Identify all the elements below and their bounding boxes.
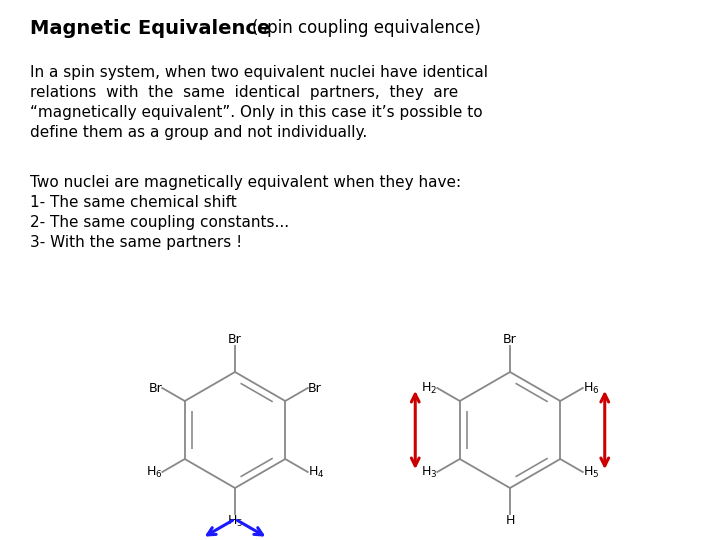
Text: H$_{6}$: H$_{6}$ (145, 464, 162, 480)
Text: H$_{6}$: H$_{6}$ (582, 381, 599, 395)
Text: H$_{3}$: H$_{3}$ (421, 464, 437, 480)
Text: 3- With the same partners !: 3- With the same partners ! (30, 235, 242, 250)
Text: define them as a group and not individually.: define them as a group and not individua… (30, 125, 367, 140)
Text: relations  with  the  same  identical  partners,  they  are: relations with the same identical partne… (30, 85, 458, 100)
Text: H$_{4}$: H$_{4}$ (307, 464, 324, 480)
Text: Two nuclei are magnetically equivalent when they have:: Two nuclei are magnetically equivalent w… (30, 175, 461, 190)
Text: H: H (505, 514, 515, 527)
Text: 2- The same coupling constants...: 2- The same coupling constants... (30, 215, 289, 230)
Text: H$_{5}$: H$_{5}$ (227, 514, 243, 529)
Text: “magnetically equivalent”. Only in this case it’s possible to: “magnetically equivalent”. Only in this … (30, 105, 482, 120)
Text: H$_{2}$: H$_{2}$ (421, 381, 437, 395)
Text: (spin coupling equivalence): (spin coupling equivalence) (252, 19, 481, 37)
Text: H$_{5}$: H$_{5}$ (582, 464, 599, 480)
Text: Br: Br (228, 333, 242, 346)
Text: Br: Br (307, 381, 322, 395)
Text: In a spin system, when two equivalent nuclei have identical: In a spin system, when two equivalent nu… (30, 65, 488, 80)
Text: Br: Br (503, 333, 517, 346)
Text: Br: Br (148, 381, 162, 395)
Text: 1- The same chemical shift: 1- The same chemical shift (30, 195, 237, 210)
Text: Magnetic Equivalence: Magnetic Equivalence (30, 18, 271, 37)
